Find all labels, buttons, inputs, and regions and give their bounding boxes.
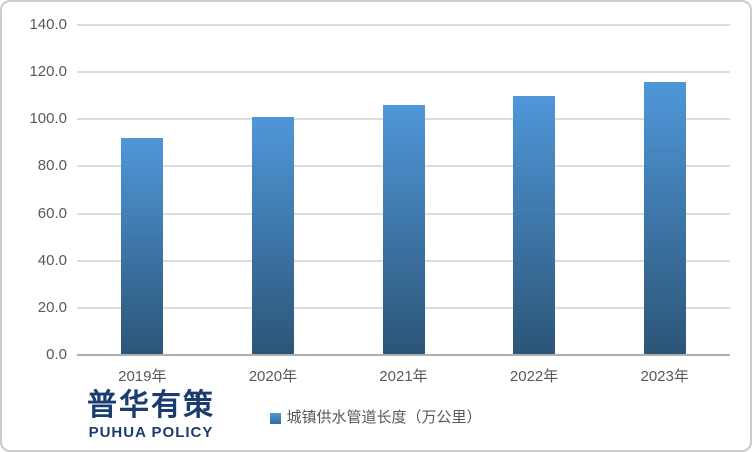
bar: [513, 95, 556, 355]
legend-square-icon: [270, 412, 282, 424]
gridline: [77, 71, 730, 74]
legend-label: 城镇供水管道长度（万公里）: [286, 409, 482, 426]
y-axis-tick-label: 120.0: [29, 63, 67, 81]
y-axis-tick-label: 140.0: [29, 16, 67, 33]
y-axis-tick-label: 60.0: [37, 204, 67, 222]
x-axis-label: 2022年: [509, 368, 559, 385]
y-axis-tick-label: 0.0: [46, 346, 67, 363]
y-axis-tick-label: 20.0: [37, 298, 67, 316]
bar: [643, 81, 686, 355]
x-axis-line: [77, 354, 730, 356]
y-axis-tick-label: 80.0: [37, 157, 67, 175]
logo-chinese-text: 普华有策: [87, 389, 215, 422]
x-axis-label: 2019年: [118, 368, 167, 385]
bar: [121, 138, 164, 355]
bar: [251, 116, 294, 355]
x-axis-label: 2021年: [379, 368, 428, 385]
y-axis-tick-label: 100.0: [29, 110, 67, 128]
gridline: [77, 24, 730, 26]
x-axis-label: 2020年: [248, 368, 298, 385]
bar: [382, 105, 425, 355]
legend: 城镇供水管道长度（万公里）: [2, 410, 750, 426]
y-axis-tick-label: 40.0: [37, 251, 67, 269]
logo-english-text: PUHUA POLICY: [88, 424, 214, 441]
puhua-policy-logo: 普华有策 PUHUA POLICY: [87, 388, 215, 442]
x-axis-label: 2023年: [640, 368, 689, 385]
